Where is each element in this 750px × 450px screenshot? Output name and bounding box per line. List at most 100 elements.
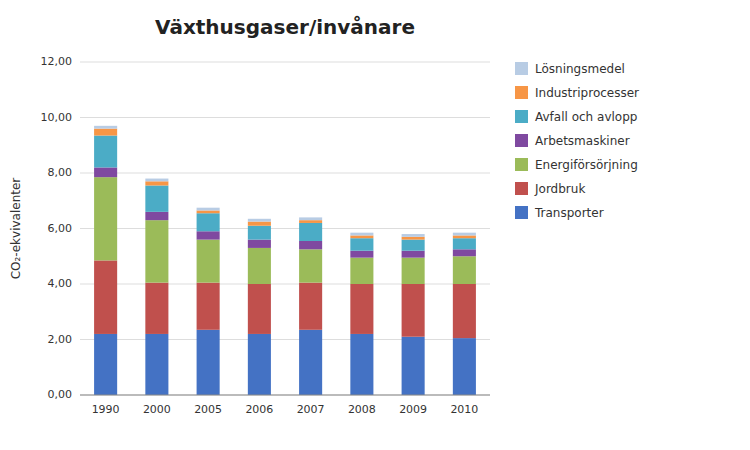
legend-label: Jordbruk — [534, 182, 585, 196]
grid-line — [80, 395, 490, 396]
legend-label: Avfall och avlopp — [535, 110, 637, 124]
bar-segment — [299, 330, 322, 395]
bar-segment — [248, 334, 271, 395]
y-tick-label: 2,00 — [48, 333, 73, 346]
chart-title: Växthusgaser/invånare — [155, 15, 415, 39]
y-axis-label: CO₂-ekvivalenter — [9, 178, 23, 280]
y-tick-label: 10,00 — [41, 111, 73, 124]
bar-segment — [248, 222, 271, 226]
legend-swatch — [515, 182, 528, 195]
bar-segment — [197, 240, 220, 283]
grid-line — [80, 284, 490, 285]
grid-line — [80, 228, 490, 229]
legend-label: Lösningsmedel — [535, 62, 625, 76]
bar-segment — [94, 334, 117, 395]
bar-segment — [453, 233, 476, 236]
bar-segment — [197, 210, 220, 213]
chart-svg: 0,00 2,00 4,00 6,00 8,00 10,00 12,00 1990 2000 20… — [0, 0, 750, 450]
legend: Lösningsmedel Industriprocesser Avfall och… — [515, 62, 639, 220]
bar-segment — [350, 334, 373, 395]
bar-segment — [145, 220, 168, 282]
bar-segment — [402, 258, 425, 284]
legend-swatch — [515, 158, 528, 171]
legend-swatch — [515, 62, 528, 75]
bar-segment — [453, 238, 476, 249]
bar-segment — [145, 179, 168, 182]
legend-label: Energiförsörjning — [535, 158, 638, 172]
legend-swatch — [515, 134, 528, 147]
bars — [94, 126, 476, 395]
legend-label: Arbetsmaskiner — [535, 134, 630, 148]
bar-segment — [299, 223, 322, 241]
bar-segment — [94, 260, 117, 334]
bar-segment — [453, 249, 476, 256]
bar-segment — [453, 338, 476, 395]
bar-segment — [248, 219, 271, 222]
bar-segment — [145, 283, 168, 334]
bar-segment — [197, 283, 220, 330]
bar-segment — [350, 233, 373, 236]
grid-line — [80, 62, 490, 63]
bar-segment — [145, 185, 168, 211]
bar-segment — [145, 181, 168, 185]
bar-segment — [197, 330, 220, 395]
bar-segment — [402, 240, 425, 251]
bar-segment — [299, 241, 322, 249]
y-tick-label: 0,00 — [48, 388, 73, 401]
bar-segment — [299, 220, 322, 223]
bar-segment — [299, 249, 322, 282]
bar-segment — [248, 226, 271, 240]
chart-container: 0,00 2,00 4,00 6,00 8,00 10,00 12,00 1990 2000 20… — [0, 0, 750, 450]
bar-segment — [402, 337, 425, 395]
bar-segment — [350, 258, 373, 284]
y-tick-label: 4,00 — [48, 277, 73, 290]
y-tick-label: 12,00 — [41, 55, 73, 68]
x-tick-label: 2010 — [450, 403, 478, 416]
x-tick-label: 2000 — [143, 403, 171, 416]
bar-segment — [350, 284, 373, 334]
grid-line — [80, 173, 490, 174]
bar-segment — [350, 251, 373, 258]
bar-segment — [145, 334, 168, 395]
x-tick-label: 2007 — [297, 403, 325, 416]
bar-segment — [402, 284, 425, 337]
x-tick-label: 1990 — [92, 403, 120, 416]
bar-segment — [402, 234, 425, 237]
grid-line — [80, 339, 490, 340]
bar-segment — [94, 136, 117, 168]
x-tick-label: 2006 — [245, 403, 273, 416]
bar-segment — [94, 167, 117, 177]
bar-segment — [248, 240, 271, 248]
legend-swatch — [515, 206, 528, 219]
x-axis: 1990 2000 2005 2006 2007 2008 2009 2010 — [80, 395, 490, 416]
bar-segment — [299, 283, 322, 330]
x-axis-line — [80, 395, 490, 396]
legend-swatch — [515, 110, 528, 123]
legend-swatch — [515, 86, 528, 99]
bar-segment — [145, 212, 168, 220]
bar-segment — [197, 208, 220, 211]
legend-label: Transporter — [534, 206, 604, 220]
bar-segment — [197, 231, 220, 239]
bar-segment — [402, 237, 425, 240]
y-tick-label: 6,00 — [48, 222, 73, 235]
bar-segment — [94, 126, 117, 129]
x-tick-label: 2009 — [399, 403, 427, 416]
bar-segment — [248, 248, 271, 284]
y-axis: 0,00 2,00 4,00 6,00 8,00 10,00 12,00 — [41, 55, 491, 401]
x-tick-label: 2005 — [194, 403, 222, 416]
bar-segment — [453, 256, 476, 284]
legend-label: Industriprocesser — [535, 86, 639, 100]
bar-segment — [94, 177, 117, 260]
bar-segment — [453, 235, 476, 238]
bar-segment — [197, 213, 220, 231]
bar-segment — [350, 238, 373, 250]
bar-segment — [248, 284, 271, 334]
x-tick-label: 2008 — [348, 403, 376, 416]
bar-segment — [350, 235, 373, 238]
bar-segment — [402, 251, 425, 258]
bar-segment — [94, 129, 117, 136]
bar-segment — [453, 284, 476, 338]
y-tick-label: 8,00 — [48, 166, 73, 179]
bar-segment — [299, 217, 322, 220]
